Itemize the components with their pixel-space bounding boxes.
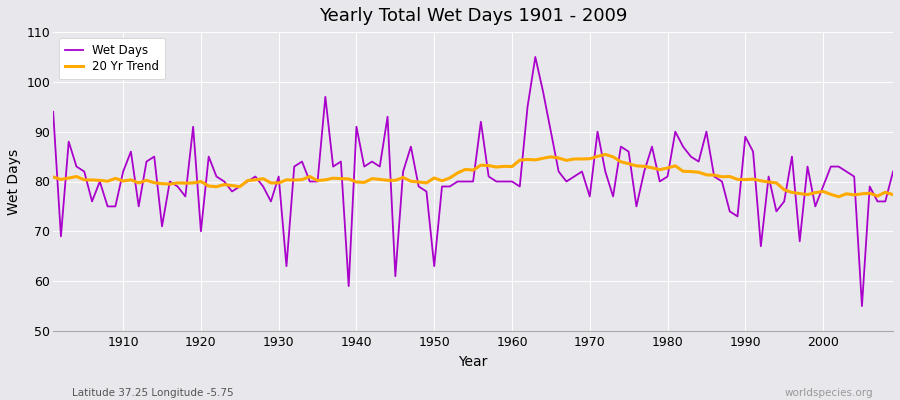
X-axis label: Year: Year [458, 355, 488, 369]
20 Yr Trend [281, 178, 292, 182]
20 Yr Trend [887, 192, 898, 197]
Legend: Wet Days, 20 Yr Trend: Wet Days, 20 Yr Trend [59, 38, 165, 79]
Line: 20 Yr Trend: 20 Yr Trend [53, 154, 893, 197]
20 Yr Trend [600, 152, 611, 157]
Wet Days [857, 304, 868, 308]
Wet Days [887, 169, 898, 174]
Wet Days [281, 264, 292, 268]
20 Yr Trend [833, 194, 844, 199]
Wet Days [530, 54, 541, 59]
Wet Days [507, 179, 517, 184]
Wet Days [608, 194, 618, 199]
Text: worldspecies.org: worldspecies.org [785, 388, 873, 398]
20 Yr Trend [608, 154, 618, 159]
Line: Wet Days: Wet Days [53, 57, 893, 306]
20 Yr Trend [328, 176, 338, 180]
Wet Days [48, 109, 58, 114]
Wet Days [499, 179, 509, 184]
Title: Yearly Total Wet Days 1901 - 2009: Yearly Total Wet Days 1901 - 2009 [319, 7, 627, 25]
20 Yr Trend [507, 164, 517, 169]
20 Yr Trend [110, 176, 121, 181]
Wet Days [110, 204, 121, 209]
Wet Days [328, 164, 338, 169]
Text: Latitude 37.25 Longitude -5.75: Latitude 37.25 Longitude -5.75 [72, 388, 234, 398]
20 Yr Trend [499, 164, 509, 169]
20 Yr Trend [48, 174, 58, 179]
Y-axis label: Wet Days: Wet Days [7, 148, 21, 214]
